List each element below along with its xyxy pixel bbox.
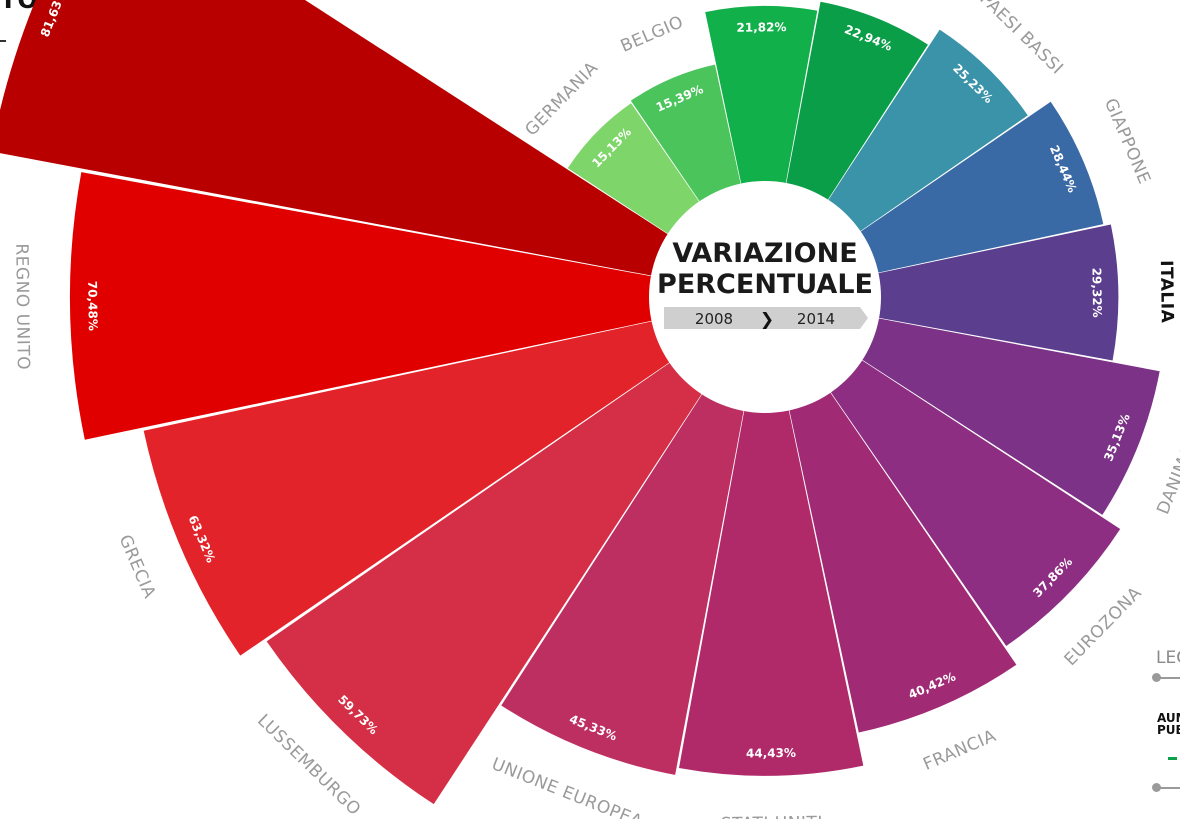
country-label-eurozona: EUROZONA [1061, 583, 1146, 670]
year-start: 2008 [695, 310, 733, 328]
country-label-paesi-bassi: PAESI BASSI [976, 0, 1067, 79]
bar-paesi-bassi [825, 29, 1028, 235]
legend-item-label: AUM PUB [1157, 712, 1180, 736]
center-title-line2: PERCENTUALE [657, 269, 873, 300]
country-label-danimarca: DANIMARCA [1153, 410, 1180, 517]
legend-top-dot [1152, 673, 1161, 682]
legend-bottom-line [1157, 787, 1180, 789]
center-badge: VARIAZIONE PERCENTUALE 2008 ❯ 2014 [649, 181, 881, 413]
title-underline [0, 40, 6, 42]
legend-title: LEG [1156, 648, 1180, 668]
value-label-svezia: 21,82% [736, 20, 786, 35]
country-label-belgio: BELGIO [618, 12, 687, 57]
bar-stati-uniti [678, 404, 864, 776]
bar-grecia [143, 320, 675, 656]
years-ribbon [664, 307, 868, 329]
value-label-italia: 29,32% [1090, 268, 1105, 318]
year-arrow-icon: ❯ [760, 310, 774, 330]
country-label-grecia: GRECIA [114, 532, 159, 602]
bar-belgio [630, 64, 742, 207]
bar-giappone [855, 101, 1104, 274]
center-circle [649, 181, 881, 413]
year-end: 2014 [797, 310, 835, 328]
legend-item-line1: AUM [1157, 711, 1180, 725]
value-label-stati-uniti: 44,43% [746, 746, 796, 761]
country-label-stati-uniti: STATI UNITI [721, 813, 823, 819]
bar-austria [785, 1, 928, 205]
legend-bottom-dot [1152, 783, 1161, 792]
value-label-regno-unito: 70,48% [85, 281, 100, 331]
bar-unione-europea [501, 389, 745, 775]
bar-svezia [705, 5, 818, 190]
country-label-regno-unito: REGNO UNITO [11, 243, 33, 370]
country-label-portogallo: PORTOGALLO [0, 0, 20, 47]
legend-swatch [1168, 757, 1177, 760]
bar-eurozona [827, 357, 1121, 646]
country-label-italia: ITALIA [1156, 260, 1177, 324]
center-title-line1: VARIAZIONE [672, 238, 857, 269]
bar-germania [567, 103, 703, 237]
country-label-giappone: GIAPPONE [1100, 96, 1154, 188]
bar-danimarca [857, 317, 1160, 515]
country-label-germania: GERMANIA [521, 58, 602, 140]
bar-italia [872, 224, 1119, 361]
legend-top-line [1157, 677, 1180, 679]
bar-portogallo [0, 0, 673, 277]
bar-francia [788, 387, 1017, 733]
bar-lussemburgo [266, 359, 705, 805]
legend-item-line2: PUB [1157, 723, 1180, 737]
bar-regno-unito [70, 172, 658, 440]
country-label-francia: FRANCIA [920, 726, 999, 775]
country-label-unione-europea: UNIONE EUROPEA [489, 754, 645, 819]
